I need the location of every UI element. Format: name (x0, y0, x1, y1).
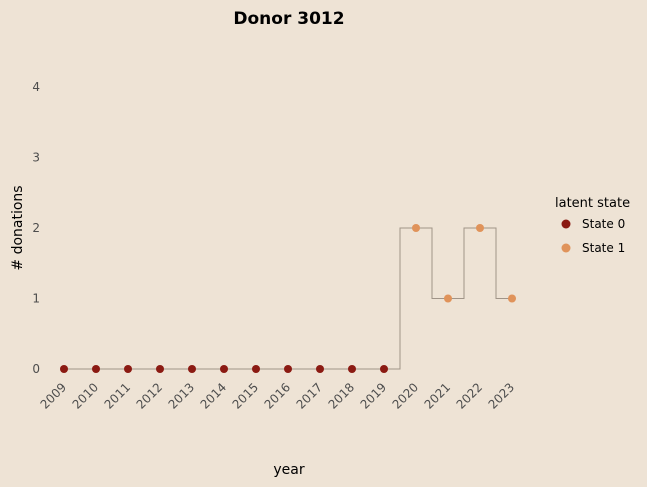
y-tick-label: 1 (32, 292, 40, 306)
x-tick-label: 2023 (486, 380, 517, 411)
y-tick-label: 0 (32, 362, 40, 376)
data-point (156, 365, 164, 373)
x-tick-label: 2013 (166, 380, 197, 411)
x-tick-label: 2010 (70, 380, 101, 411)
data-point (508, 294, 516, 303)
x-tick-label: 2018 (326, 380, 357, 411)
x-tick-label: 2017 (294, 380, 325, 411)
data-point (252, 365, 260, 373)
data-point (124, 365, 132, 373)
x-tick-label: 2021 (422, 380, 453, 411)
y-axis-title: # donations (10, 185, 26, 270)
y-tick-label: 2 (32, 221, 40, 235)
x-axis-ticks: 2009 2010 2011 2012 2013 2014 2015 2016 2017 2018… (38, 380, 517, 411)
legend-marker (561, 243, 571, 253)
y-axis-ticks: 0 1 2 3 4 (32, 80, 40, 376)
chart-title: Donor 3012 (233, 9, 344, 29)
data-points (60, 224, 516, 373)
x-tick-label: 2019 (358, 380, 389, 411)
x-tick-label: 2016 (262, 380, 293, 411)
data-point (476, 224, 484, 232)
x-tick-label: 2014 (198, 380, 229, 411)
data-point (220, 365, 228, 373)
data-point (348, 365, 356, 373)
data-point (188, 365, 196, 373)
x-tick-label: 2011 (102, 380, 133, 411)
legend-title: latent state (555, 196, 630, 211)
x-axis-title: year (273, 462, 304, 478)
data-point (444, 294, 452, 303)
data-point (412, 224, 420, 232)
legend-items: State 0 State 1 (561, 217, 625, 255)
y-tick-label: 4 (32, 80, 40, 94)
y-tick-label: 3 (32, 151, 40, 165)
data-point (284, 365, 292, 373)
legend-label: State 1 (582, 241, 625, 255)
x-tick-label: 2020 (390, 380, 421, 411)
data-point (380, 365, 388, 373)
legend-label: State 0 (582, 217, 625, 231)
data-point (92, 365, 100, 373)
x-tick-label: 2015 (230, 380, 261, 411)
legend-marker (561, 219, 571, 229)
x-tick-label: 2022 (454, 380, 485, 411)
x-tick-label: 2012 (134, 380, 165, 411)
data-point (316, 365, 324, 373)
x-tick-label: 2009 (38, 380, 69, 411)
legend: latent state State 0 State 1 (555, 196, 630, 255)
data-point (60, 365, 68, 373)
